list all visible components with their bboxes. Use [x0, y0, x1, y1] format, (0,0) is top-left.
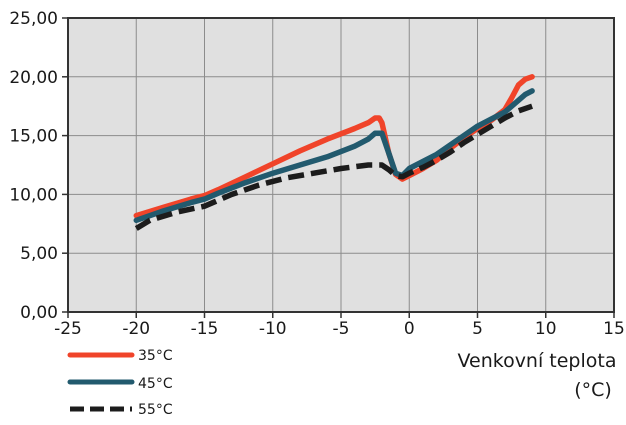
- y-axis-ticks: 0,00 5,00 10,00 15,00 20,00 25,00: [9, 9, 68, 323]
- y-tick-label: 5,00: [20, 244, 58, 264]
- x-tick-label: -20: [122, 319, 150, 339]
- x-tick-label: -10: [259, 319, 287, 339]
- legend-label-35c: 35°C: [138, 348, 173, 364]
- y-tick-label: 25,00: [9, 9, 58, 29]
- x-tick-label: 5: [472, 319, 483, 339]
- x-axis-title-line2: (°C): [574, 379, 612, 401]
- legend-label-55c: 55°C: [138, 402, 173, 418]
- series-lines: [133, 74, 535, 231]
- y-tick-label: 10,00: [9, 185, 58, 205]
- y-tick-label: 0,00: [20, 303, 58, 323]
- x-axis-title-line1: Venkovní teplota: [457, 350, 616, 372]
- x-tick-label: 10: [535, 319, 557, 339]
- series-line-45c: [133, 88, 535, 224]
- x-tick-label: 15: [603, 319, 625, 339]
- x-tick-label: -5: [333, 319, 350, 339]
- x-tick-label: 0: [404, 319, 415, 339]
- x-axis-ticks: -25 -20 -15 -10 -5 0 5 10 15: [54, 312, 625, 339]
- legend-label-45c: 45°C: [138, 376, 173, 392]
- y-tick-label: 20,00: [9, 68, 58, 88]
- y-tick-label: 15,00: [9, 127, 58, 147]
- x-tick-label: -15: [191, 319, 219, 339]
- series-line-55c: [134, 103, 533, 231]
- legend: 35°C 45°C 55°C: [67, 348, 173, 418]
- x-tick-label: -25: [54, 319, 82, 339]
